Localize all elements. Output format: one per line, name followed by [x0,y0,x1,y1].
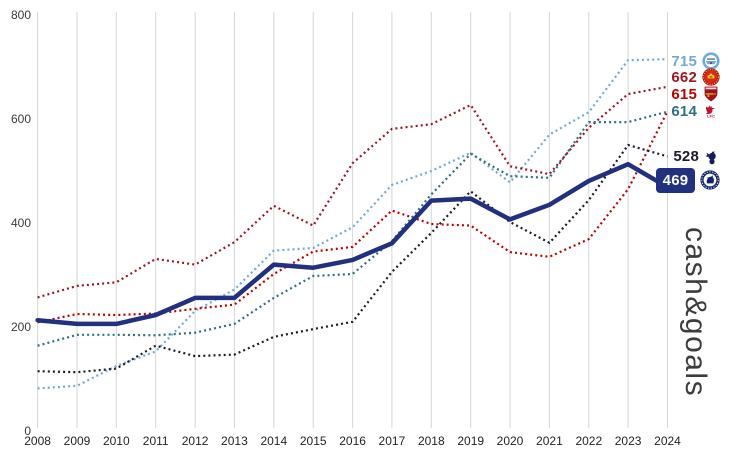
liverpool-crest-icon: LFC [702,102,720,120]
y-tick-200: 200 [11,320,31,334]
man-united-value-label: 662 [671,68,697,86]
y-tick-400: 400 [11,216,31,230]
x-tick-2009: 2009 [64,434,91,448]
x-tick-2011: 2011 [143,434,169,448]
club-value-row-liverpool: 614 LFC [661,101,720,121]
series-line-chelsea [35,161,670,327]
x-tick-2019: 2019 [457,434,484,448]
x-tick-2020: 2020 [497,434,524,448]
club-value-row-tottenham: 528 [663,146,720,166]
club-value-row-man-united: 662 [661,67,720,87]
watermark-text: cash&goals [679,227,712,398]
x-tick-2008: 2008 [24,434,51,448]
man-city-value-label: 715 [671,52,697,70]
chelsea-value-label: 469 [656,167,695,193]
arsenal-value-label: 615 [671,85,697,103]
club-value-row-man-city: 715 [661,51,720,71]
x-tick-2023: 2023 [615,434,642,448]
man-city-crest-icon [702,52,720,70]
club-value-row-chelsea: 469 [656,166,720,194]
liverpool-value-label: 614 [671,102,697,120]
tottenham-value-label: 528 [673,147,699,165]
x-tick-2024: 2024 [654,434,681,448]
series-line-liverpool [37,110,668,347]
x-tick-2018: 2018 [418,434,445,448]
series-line-tottenham [37,143,668,374]
x-tick-2014: 2014 [260,434,287,448]
y-tick-600: 600 [11,112,31,126]
x-tick-2016: 2016 [339,434,366,448]
series-line-man-united [37,85,668,299]
club-value-row-arsenal: 615 [661,84,720,104]
x-tick-2021: 2021 [536,434,563,448]
x-tick-2012: 2012 [182,434,209,448]
man-united-crest-icon [702,68,720,86]
x-tick-2017: 2017 [379,434,406,448]
x-tick-2022: 2022 [575,434,602,448]
chelsea-crest-icon [700,170,720,190]
x-tick-2015: 2015 [300,434,327,448]
svg-text:LFC: LFC [707,114,715,119]
tottenham-crest-icon [705,150,716,165]
y-tick-800: 800 [11,8,31,22]
arsenal-crest-icon [704,86,718,102]
series-line-arsenal [37,110,669,324]
x-tick-2010: 2010 [103,434,130,448]
x-tick-2013: 2013 [221,434,248,448]
y-tick-0: 0 [24,424,31,438]
